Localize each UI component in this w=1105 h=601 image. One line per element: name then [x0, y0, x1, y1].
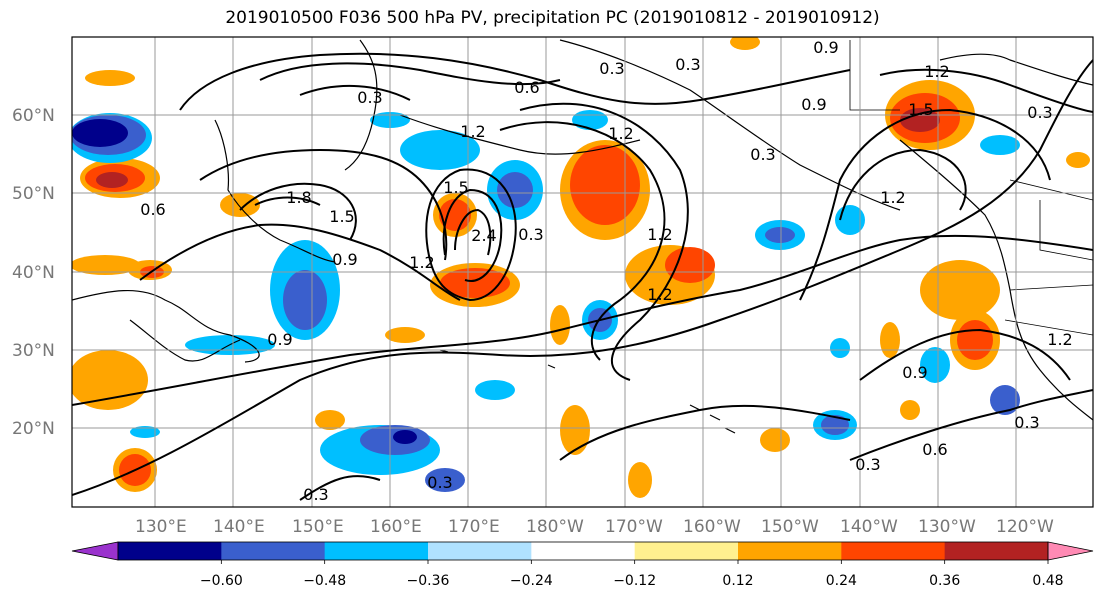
contour-label: 0.6	[514, 78, 539, 97]
contour-label: 1.2	[647, 285, 672, 304]
colorbar-extend-high	[1047, 541, 1094, 561]
lon-label: 140°W	[840, 517, 898, 537]
precip-negative-anomalies	[72, 110, 1020, 492]
longitude-labels: 130°E 140°E 150°E 160°E 170°E 180°W 170°W 160°W…	[135, 517, 1054, 537]
lon-label: 160°W	[683, 517, 741, 537]
contour-label: 0.9	[813, 38, 838, 57]
colorbar-tick-label: −0.48	[303, 573, 346, 589]
contour-label: 0.9	[267, 330, 292, 349]
colorbar	[71, 541, 1094, 561]
contour-label: 1.2	[924, 62, 949, 81]
colorbar-tick-label: 0.12	[722, 573, 753, 589]
colorbar-segment	[221, 542, 326, 560]
colorbar-extend-low	[71, 541, 119, 561]
contour-label: 1.8	[286, 188, 311, 207]
colorbar-tick-label: −0.12	[613, 573, 656, 589]
colorbar-segment	[634, 542, 739, 560]
lat-label: 20°N	[12, 419, 55, 439]
colorbar-tick-label: −0.60	[200, 573, 243, 589]
contour-label: 0.6	[140, 200, 165, 219]
map-border	[71, 36, 1094, 508]
lat-label: 60°N	[12, 106, 55, 126]
contour-label: 1.5	[443, 178, 468, 197]
contour-label: 1.2	[460, 122, 485, 141]
contour-label: 0.9	[801, 95, 826, 114]
coastlines	[72, 39, 1093, 434]
lat-label: 50°N	[12, 184, 55, 204]
colorbar-segment	[428, 542, 532, 560]
contour-label: 0.3	[357, 88, 382, 107]
borders	[849, 40, 1093, 336]
colorbar-tick-labels: −0.60 −0.48 −0.36 −0.24 −0.12 0.12 0.24 0.36 0.4…	[200, 560, 1064, 589]
contour-label: 1.2	[409, 253, 434, 272]
precip-positive-anomalies	[72, 37, 1090, 498]
lon-label: 160°E	[370, 517, 422, 537]
contour-label: 2.4	[471, 226, 496, 245]
colorbar-segment	[324, 542, 429, 560]
contour-label: 0.3	[1027, 103, 1052, 122]
lon-label: 180°W	[526, 517, 584, 537]
contour-label: 0.9	[332, 250, 357, 269]
lon-label: 170°W	[605, 517, 663, 537]
contour-label: 0.3	[750, 145, 775, 164]
colorbar-segment	[841, 542, 946, 560]
contour-label: 1.5	[908, 100, 933, 119]
lon-label: 120°W	[996, 517, 1054, 537]
contour-label: 1.2	[880, 188, 905, 207]
lon-label: 150°E	[292, 517, 344, 537]
contour-label: 0.6	[922, 440, 947, 459]
colorbar-segment	[944, 542, 1049, 560]
contour-label: 0.3	[599, 59, 624, 78]
contour-labels: 0.6 0.3 1.2 1.8 1.5 0.9 1.2 1.5 2.4 0.3 1.2 1.2 1.2 0…	[140, 38, 1072, 504]
contour-label: 0.3	[303, 485, 328, 504]
pv-contours	[72, 52, 1093, 501]
lon-label: 130°W	[918, 517, 976, 537]
contour-label: 1.2	[608, 124, 633, 143]
lon-label: 150°W	[761, 517, 819, 537]
contour-label: 0.3	[518, 225, 543, 244]
lon-label: 170°E	[448, 517, 500, 537]
lat-label: 30°N	[12, 341, 55, 361]
map-title: 2019010500 F036 500 hPa PV, precipitatio…	[225, 8, 880, 28]
contour-label: 0.3	[675, 55, 700, 74]
contour-label: 0.9	[902, 363, 927, 382]
contour-label: 0.3	[1014, 413, 1039, 432]
contour-label: 0.3	[427, 473, 452, 492]
colorbar-segment	[738, 542, 842, 560]
colorbar-segment	[118, 542, 222, 560]
contour-label: 1.2	[647, 225, 672, 244]
lon-label: 140°E	[213, 517, 265, 537]
colorbar-tick-label: −0.36	[407, 573, 450, 589]
colorbar-tick-label: 0.48	[1032, 573, 1063, 589]
contour-label: 0.3	[855, 455, 880, 474]
colorbar-tick-label: 0.24	[826, 573, 857, 589]
colorbar-tick-label: −0.24	[510, 573, 553, 589]
lat-label: 40°N	[12, 263, 55, 283]
contour-label: 1.2	[1047, 330, 1072, 349]
latitude-labels: 60°N 50°N 40°N 30°N 20°N	[12, 106, 55, 439]
colorbar-tick-label: 0.36	[929, 573, 960, 589]
contour-label: 1.5	[329, 207, 354, 226]
colorbar-segment	[531, 542, 636, 560]
lon-label: 130°E	[135, 517, 187, 537]
